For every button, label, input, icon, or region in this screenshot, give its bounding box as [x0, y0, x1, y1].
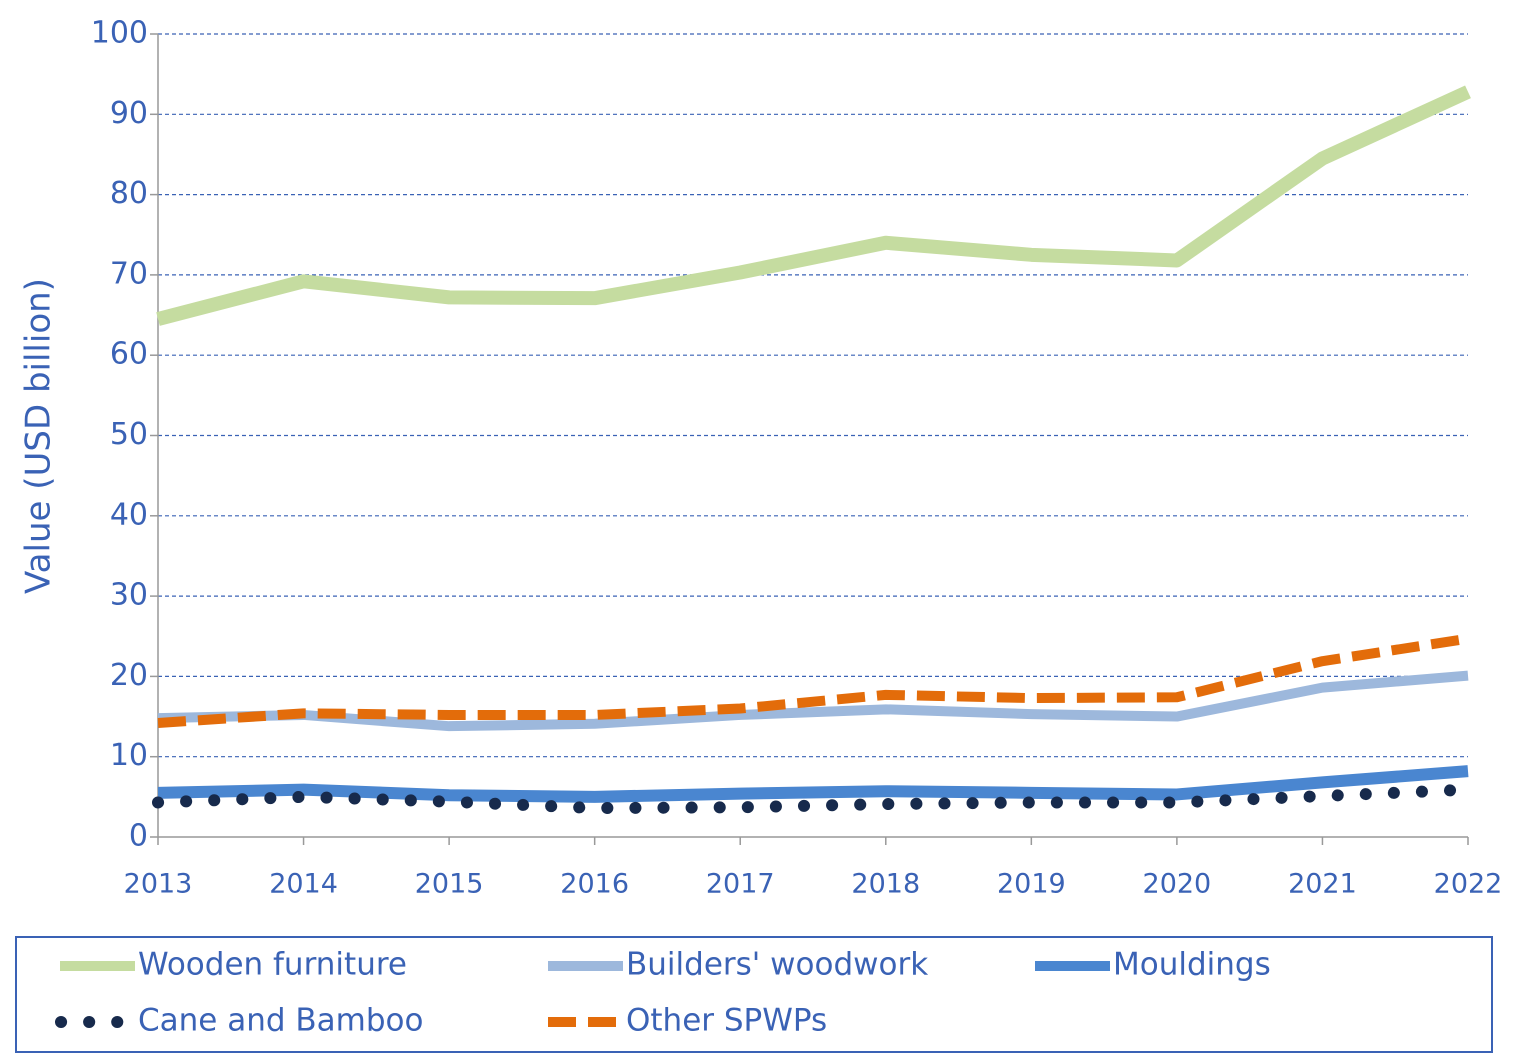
y-tick-label: 0 — [129, 819, 148, 854]
x-tick-label: 2016 — [560, 869, 629, 900]
y-tick-label: 50 — [110, 417, 148, 452]
legend-label: Wooden furniture — [138, 947, 407, 983]
legend-label: Mouldings — [1113, 947, 1271, 983]
x-tick-label: 2021 — [1288, 869, 1357, 900]
x-tick-label: 2017 — [706, 869, 775, 900]
x-tick-label: 2020 — [1143, 869, 1212, 900]
y-tick-label: 90 — [110, 96, 148, 131]
y-tick-label: 10 — [110, 738, 148, 773]
y-tick-label: 30 — [110, 578, 148, 613]
series-line — [157, 670, 1469, 732]
legend-box — [15, 936, 1493, 1053]
y-tick-label: 60 — [110, 337, 148, 372]
x-tick-label: 2015 — [415, 869, 484, 900]
x-tick-label: 2014 — [269, 869, 338, 900]
y-tick-label: 100 — [91, 16, 148, 51]
legend-label: Builders' woodwork — [626, 947, 928, 983]
legend-label: Cane and Bamboo — [138, 1003, 423, 1039]
y-tick-label: 20 — [110, 658, 148, 693]
series-line — [152, 783, 1474, 815]
series-line — [156, 85, 1471, 326]
y-axis-label: Value (USD billion) — [19, 278, 59, 594]
y-tick-label: 40 — [110, 497, 148, 532]
x-tick-label: 2022 — [1434, 869, 1503, 900]
x-tick-label: 2018 — [851, 869, 920, 900]
legend-label: Other SPWPs — [626, 1003, 827, 1039]
y-tick-label: 80 — [110, 176, 148, 211]
series-line — [157, 633, 1469, 728]
x-tick-label: 2019 — [997, 869, 1066, 900]
series-line — [157, 765, 1469, 803]
y-tick-label: 70 — [110, 256, 148, 291]
x-tick-label: 2013 — [124, 869, 193, 900]
